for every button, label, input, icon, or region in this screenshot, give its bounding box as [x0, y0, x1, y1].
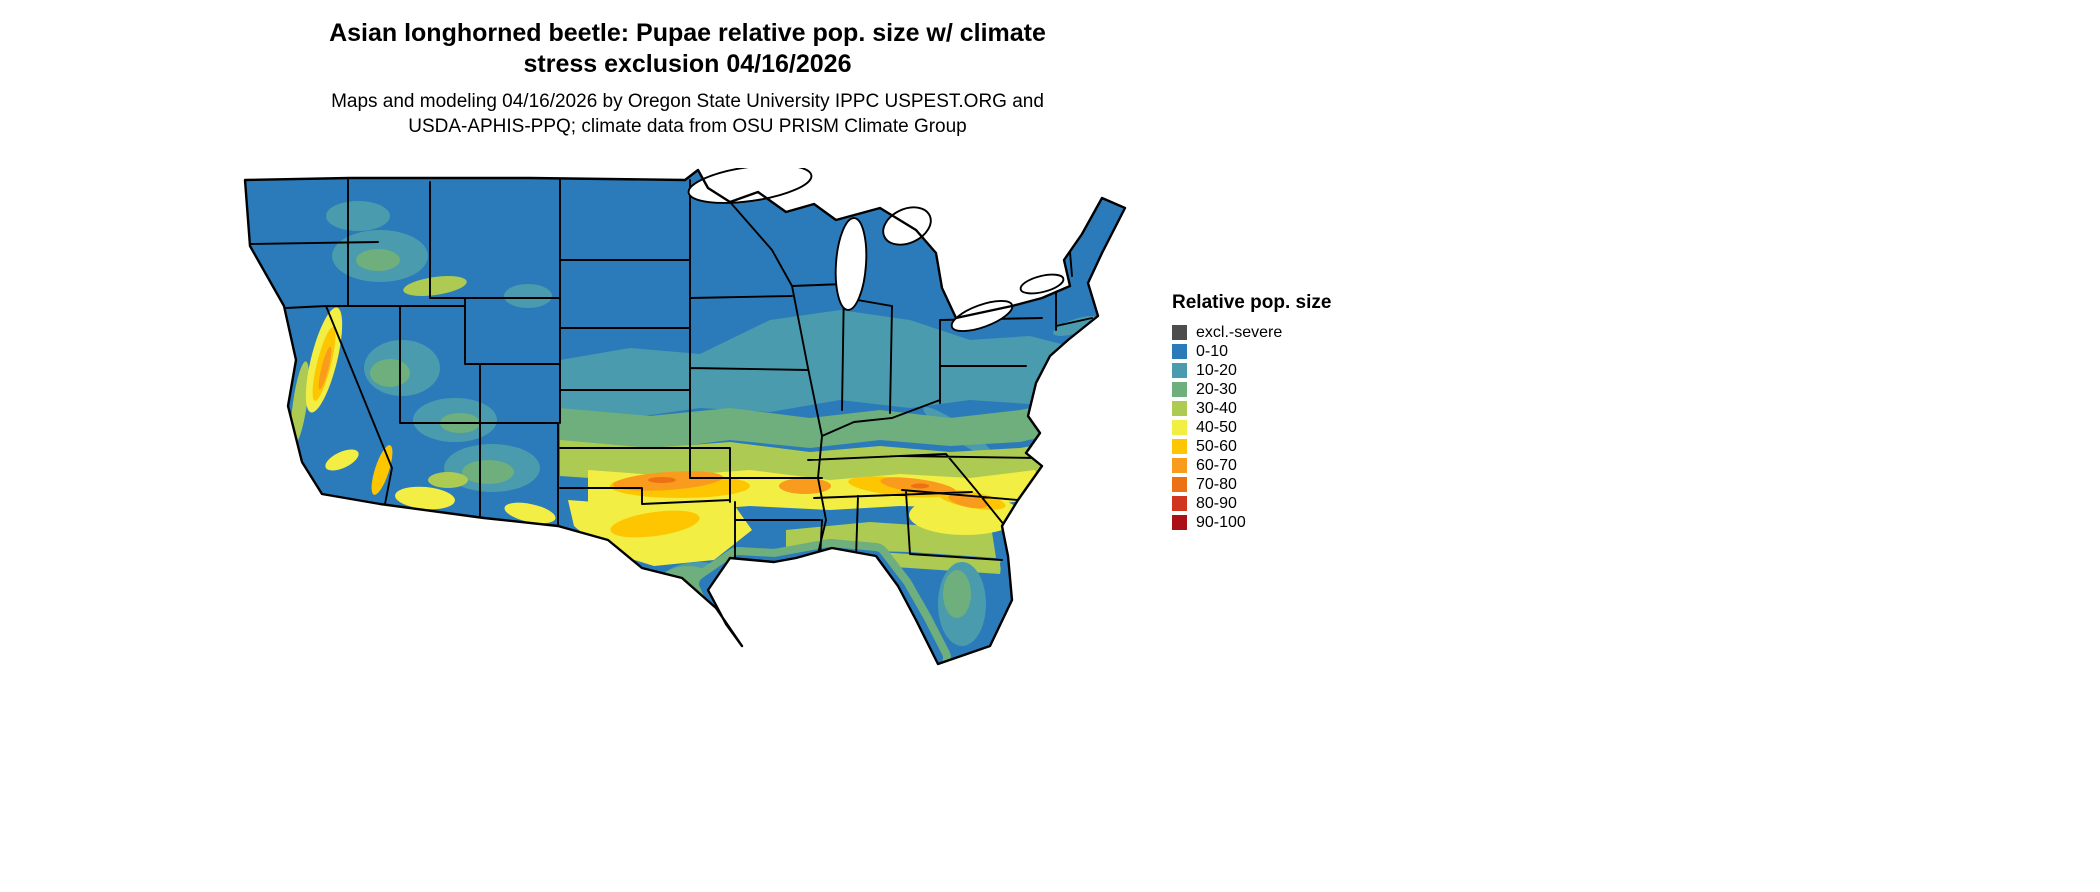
legend-label: 30-40 — [1196, 400, 1237, 417]
map-subtitle: Maps and modeling 04/16/2026 by Oregon S… — [0, 89, 1375, 139]
subtitle-line-1: Maps and modeling 04/16/2026 by Oregon S… — [331, 91, 1044, 112]
page-title-line-2: stress exclusion 04/16/2026 — [523, 50, 852, 78]
legend-swatch — [1172, 439, 1187, 454]
legend-swatch — [1172, 515, 1187, 530]
legend-label: 90-100 — [1196, 514, 1246, 531]
legend-item-10-20: 10-20 — [1172, 361, 1331, 380]
page-title-line-1: Asian longhorned beetle: Pupae relative … — [329, 19, 1046, 47]
legend-item-50-60: 50-60 — [1172, 437, 1331, 456]
legend-swatch — [1172, 420, 1187, 435]
us-outline — [243, 168, 1127, 666]
legend-label: 60-70 — [1196, 457, 1237, 474]
legend-swatch — [1172, 344, 1187, 359]
map-header: Asian longhorned beetle: Pupae relative … — [0, 18, 1375, 139]
legend-swatch — [1172, 477, 1187, 492]
legend-label: 50-60 — [1196, 438, 1237, 455]
map-legend: Relative pop. size excl.-severe 0-10 10-… — [1172, 292, 1331, 532]
legend-item-40-50: 40-50 — [1172, 418, 1331, 437]
legend-swatch — [1172, 325, 1187, 340]
legend-item-30-40: 30-40 — [1172, 399, 1331, 418]
legend-item-90-100: 90-100 — [1172, 513, 1331, 532]
lake-ontario — [1019, 273, 1065, 295]
map-fill-layer — [245, 170, 1125, 664]
legend-label: 0-10 — [1196, 343, 1229, 360]
us-map — [230, 164, 1140, 668]
legend-item-60-70: 60-70 — [1172, 456, 1331, 475]
legend-swatch — [1172, 363, 1187, 378]
legend-label: 70-80 — [1196, 476, 1237, 493]
lake-michigan — [834, 217, 868, 311]
legend-label: excl.-severe — [1196, 324, 1283, 341]
legend-label: 40-50 — [1196, 419, 1237, 436]
legend-swatch — [1172, 401, 1187, 416]
legend-swatch — [1172, 458, 1187, 473]
legend-item-70-80: 70-80 — [1172, 475, 1331, 494]
legend-swatch — [1172, 496, 1187, 511]
legend-label: 10-20 — [1196, 362, 1237, 379]
us-map-svg — [243, 164, 1127, 666]
subtitle-line-2: USDA-APHIS-PPQ; climate data from OSU PR… — [408, 116, 967, 137]
lake-superior — [687, 164, 813, 204]
legend-label: 20-30 — [1196, 381, 1237, 398]
legend-swatch — [1172, 382, 1187, 397]
legend-item-20-30: 20-30 — [1172, 380, 1331, 399]
legend-item-excl-severe: excl.-severe — [1172, 323, 1331, 342]
legend-label: 80-90 — [1196, 495, 1237, 512]
legend-item-0-10: 0-10 — [1172, 342, 1331, 361]
legend-item-80-90: 80-90 — [1172, 494, 1331, 513]
legend-title: Relative pop. size — [1172, 292, 1332, 313]
